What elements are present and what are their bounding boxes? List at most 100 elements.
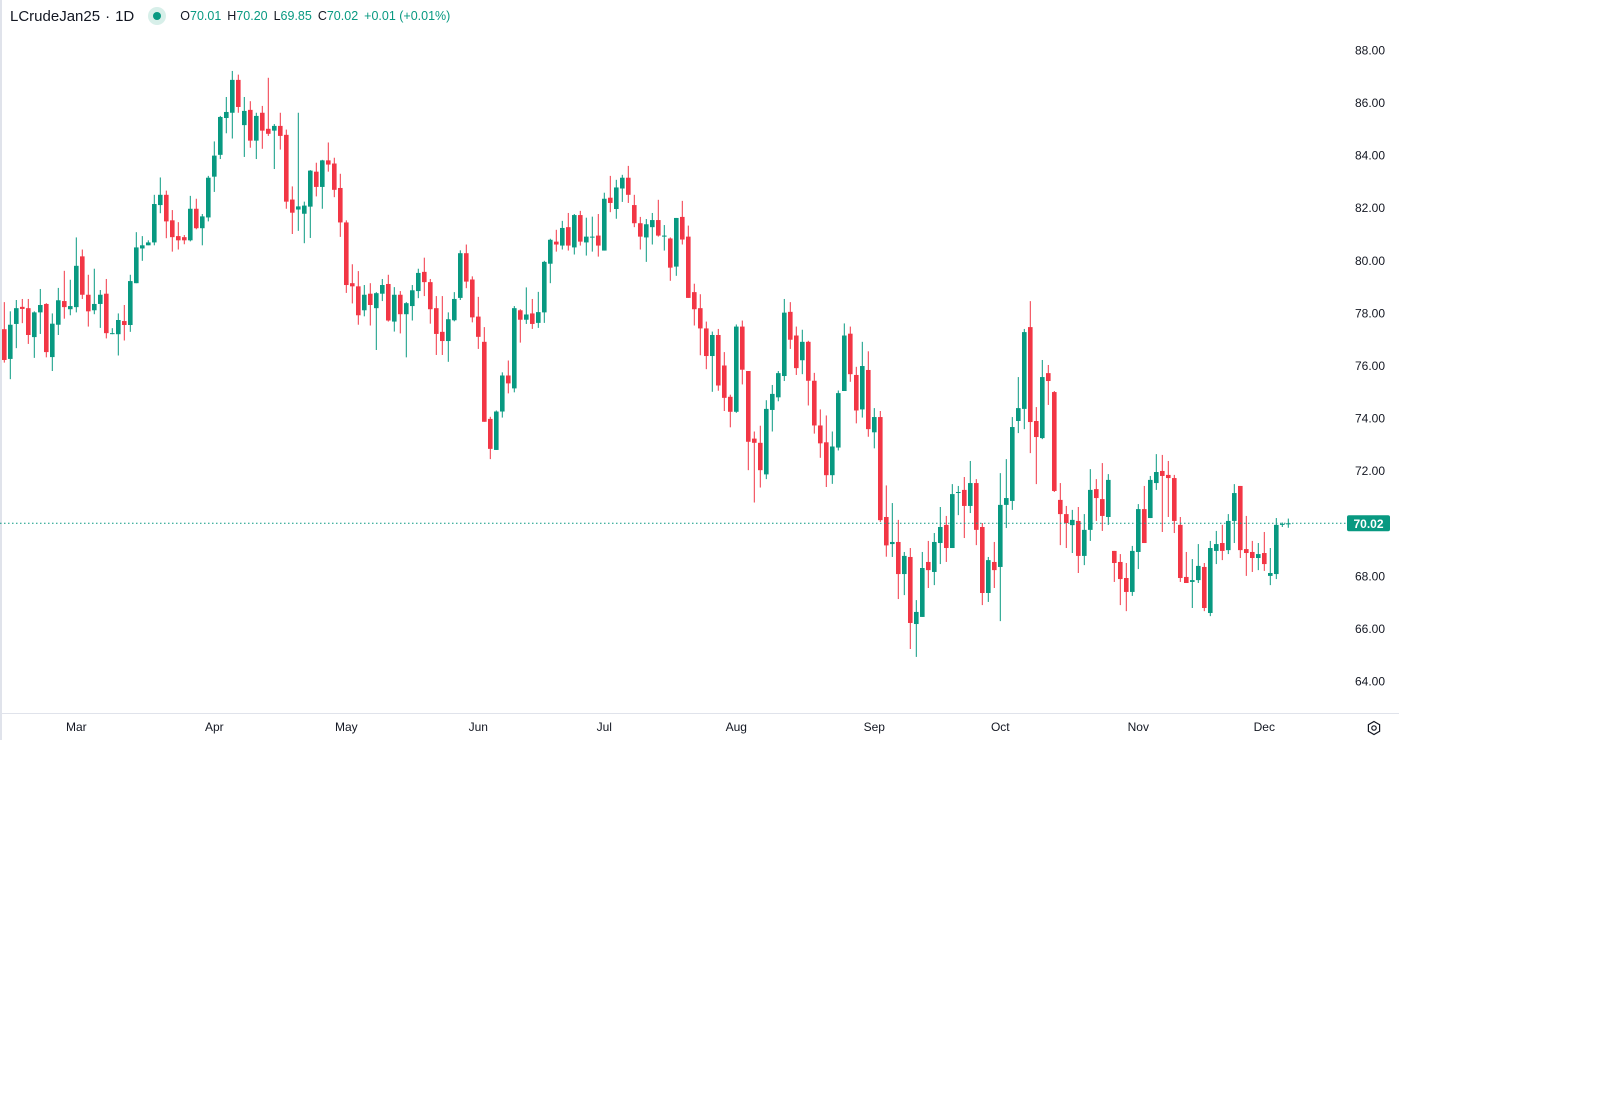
candle [884, 485, 889, 557]
candle-body [896, 541, 901, 575]
candle-body [236, 79, 241, 107]
candle-body [1214, 544, 1219, 551]
candle-body [914, 611, 919, 625]
candle [1262, 531, 1267, 571]
candle [518, 309, 523, 343]
time-axis-label: Aug [726, 720, 747, 734]
price-axis-label: 86.00 [1355, 96, 1385, 110]
candle-body [842, 335, 847, 392]
candle [1214, 530, 1219, 565]
candle [680, 200, 685, 245]
candle [380, 278, 385, 302]
candle [632, 194, 637, 228]
candle [488, 416, 493, 460]
candle-body [242, 110, 247, 126]
candle-body [1154, 472, 1159, 484]
candle [950, 484, 955, 549]
candle [830, 431, 835, 484]
separator: · [105, 7, 111, 25]
last-price-label: 70.02 [1353, 517, 1383, 531]
candle-body [434, 308, 439, 334]
candle-body [1028, 327, 1033, 423]
price-axis-label: 88.00 [1355, 43, 1385, 57]
time-axis-label: Jun [469, 720, 488, 734]
candle-body [170, 220, 175, 238]
candle [1082, 514, 1087, 566]
candle [1076, 506, 1081, 574]
candle-body [812, 380, 817, 426]
candle-body [518, 310, 523, 320]
candle [974, 479, 979, 546]
candle-body [470, 279, 475, 318]
candle [1070, 509, 1075, 554]
candle-body [26, 308, 31, 335]
candle-body [782, 312, 787, 377]
candle-body [488, 418, 493, 449]
candle-body [908, 556, 913, 623]
chart-left-border [0, 0, 2, 740]
candle-body [776, 373, 781, 398]
price-axis-label: 82.00 [1355, 201, 1385, 215]
candle-body [92, 303, 97, 311]
low-value: 69.85 [280, 9, 312, 23]
price-axis-label: 84.00 [1355, 149, 1385, 163]
candle [578, 210, 583, 246]
candle-body [1268, 573, 1273, 576]
candle [464, 244, 469, 289]
candle-body [344, 222, 349, 286]
candle [158, 177, 163, 214]
candle [68, 279, 73, 316]
candle [92, 268, 97, 315]
candle [734, 324, 739, 413]
candle-body [1058, 499, 1063, 515]
candle [368, 283, 373, 326]
candle [692, 283, 697, 326]
candle [1004, 459, 1009, 529]
candle-body [968, 483, 973, 506]
candle [920, 551, 925, 617]
candle-body [1082, 529, 1087, 556]
candle [1148, 475, 1153, 519]
candle [1172, 474, 1177, 534]
candle [716, 328, 721, 391]
candle-body [50, 323, 55, 358]
candle [992, 541, 997, 588]
candle [566, 212, 571, 251]
candle-body [1244, 549, 1249, 554]
candle [494, 410, 499, 450]
candle-body [308, 170, 313, 207]
candle [332, 157, 337, 198]
candle [128, 274, 133, 332]
candle [122, 305, 127, 341]
candle-body [476, 316, 481, 337]
candle-body [578, 215, 583, 242]
candle-body [320, 160, 325, 187]
candle [536, 291, 541, 328]
candle [416, 268, 421, 299]
candle [1220, 524, 1225, 561]
candle-body [602, 198, 607, 251]
candle-body [1046, 373, 1051, 382]
candle-body [1064, 514, 1069, 524]
candle [794, 326, 799, 375]
candle-body [1202, 566, 1207, 608]
candle [350, 264, 355, 304]
candlestick-chart[interactable]: 88.00 86.00 84.00 82.00 80.00 78.00 76.00 74.00… [0, 0, 1611, 760]
candle-body [80, 256, 85, 295]
candle-body [740, 326, 745, 370]
candle-body [1190, 580, 1195, 582]
candle [44, 303, 49, 358]
candle [482, 327, 487, 422]
candles-group [2, 70, 1291, 657]
gear-icon[interactable] [1366, 720, 1382, 736]
interval[interactable]: 1D [115, 7, 135, 25]
candle-body [998, 504, 1003, 567]
candle [1280, 522, 1285, 527]
candle [776, 371, 781, 402]
candle-body [266, 128, 271, 134]
symbol-name[interactable]: LCrudeJan25 [10, 7, 101, 25]
candle [602, 192, 607, 251]
candle-body [356, 286, 361, 316]
candle [878, 410, 883, 522]
candle-body [260, 112, 265, 131]
